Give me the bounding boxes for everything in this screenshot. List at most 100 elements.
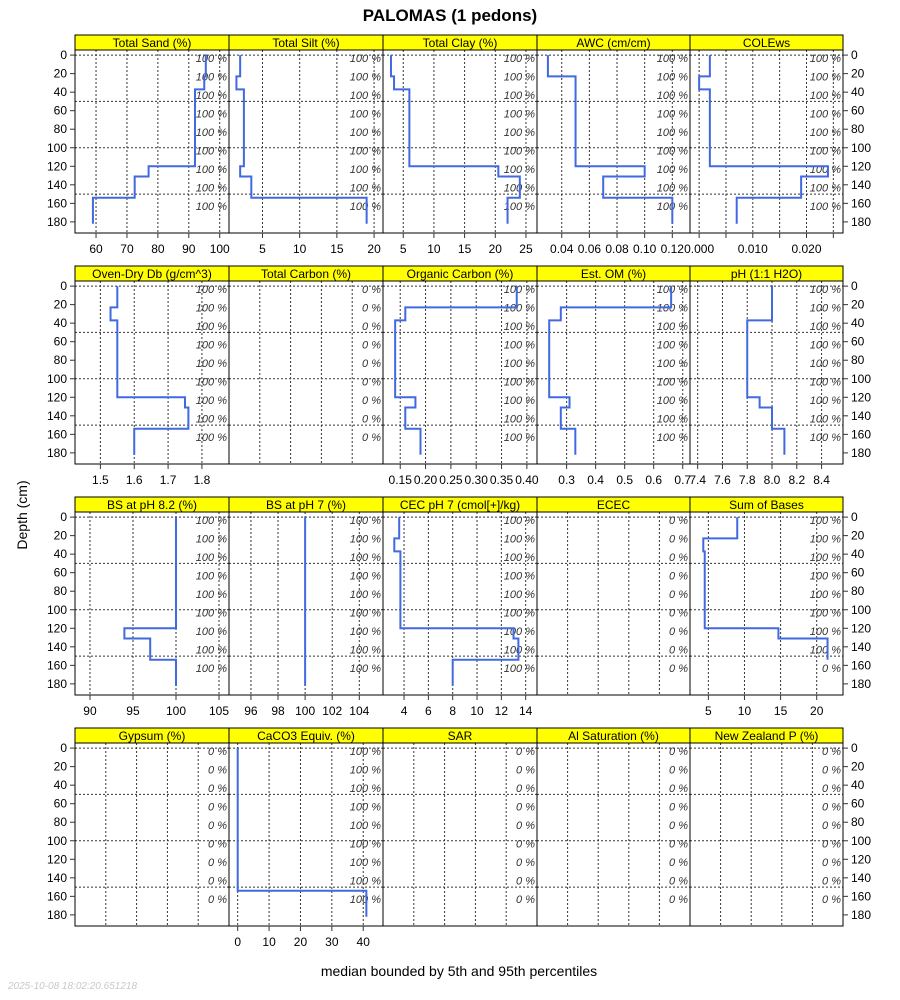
x-tick-label: 5 bbox=[400, 242, 407, 256]
completeness-label: 0 % bbox=[362, 395, 381, 407]
completeness-label: 100 % bbox=[657, 395, 688, 407]
x-tick-label: 20 bbox=[294, 935, 308, 949]
completeness-label: 100 % bbox=[810, 127, 841, 139]
completeness-label: 100 % bbox=[810, 608, 841, 620]
x-tick-label: 25 bbox=[519, 242, 533, 256]
panel-strip-label: CEC pH 7 (cmol[+]/kg) bbox=[400, 498, 520, 512]
x-tick-label: 104 bbox=[349, 704, 369, 718]
y-tick-label: 40 bbox=[851, 547, 865, 561]
y-tick-label: 160 bbox=[47, 658, 67, 672]
x-tick-label: 0.08 bbox=[605, 242, 629, 256]
completeness-label: 0 % bbox=[669, 894, 688, 906]
x-tick-label: 10 bbox=[262, 935, 276, 949]
completeness-label: 0 % bbox=[362, 414, 381, 426]
x-tick-label: 0.010 bbox=[738, 242, 768, 256]
x-tick-label: 10 bbox=[470, 704, 484, 718]
completeness-label: 100 % bbox=[504, 284, 535, 296]
completeness-label: 0 % bbox=[669, 589, 688, 601]
completeness-label: 100 % bbox=[504, 395, 535, 407]
y-tick-label: 60 bbox=[851, 797, 865, 811]
median-profile-line bbox=[548, 286, 673, 455]
completeness-label: 100 % bbox=[196, 552, 227, 564]
completeness-label: 100 % bbox=[810, 90, 841, 102]
completeness-label: 100 % bbox=[504, 71, 535, 83]
timestamp: 2025-10-08 18:02:20.651218 bbox=[7, 981, 137, 992]
completeness-label: 100 % bbox=[196, 164, 227, 176]
completeness-label: 0 % bbox=[822, 783, 841, 795]
completeness-label: 100 % bbox=[350, 164, 381, 176]
panel-3: AWC (cm/cm) 100 % 100 % 100 % 100 % 100 % 100 … bbox=[536, 34, 691, 256]
completeness-label: 100 % bbox=[196, 515, 227, 527]
panel-border bbox=[689, 280, 844, 465]
completeness-label: 100 % bbox=[196, 201, 227, 213]
completeness-label: 0 % bbox=[516, 764, 535, 776]
median-profile-line bbox=[546, 55, 674, 224]
completeness-label: 100 % bbox=[350, 127, 381, 139]
y-tick-label: 40 bbox=[54, 316, 68, 330]
x-tick-label: 5 bbox=[259, 242, 266, 256]
completeness-label: 0 % bbox=[362, 302, 381, 314]
completeness-label: 100 % bbox=[810, 201, 841, 213]
x-tick-label: 0.5 bbox=[616, 473, 633, 487]
completeness-label: 100 % bbox=[196, 284, 227, 296]
completeness-label: 100 % bbox=[810, 53, 841, 65]
median-profile-line bbox=[91, 55, 207, 224]
median-profile-line bbox=[109, 286, 190, 455]
y-tick-label: 0 bbox=[851, 48, 858, 62]
completeness-label: 100 % bbox=[196, 183, 227, 195]
median-profile-line bbox=[389, 55, 521, 224]
completeness-label: 0 % bbox=[669, 515, 688, 527]
completeness-label: 100 % bbox=[504, 645, 535, 657]
completeness-label: 100 % bbox=[657, 127, 688, 139]
y-tick-label: 120 bbox=[47, 852, 67, 866]
completeness-label: 100 % bbox=[657, 53, 688, 65]
x-tick-label: 8.2 bbox=[788, 473, 805, 487]
y-tick-label: 160 bbox=[851, 658, 871, 672]
completeness-label: 100 % bbox=[810, 552, 841, 564]
y-tick-label: 180 bbox=[47, 215, 67, 229]
completeness-label: 0 % bbox=[208, 839, 227, 851]
panel-border bbox=[536, 511, 691, 696]
completeness-label: 0 % bbox=[362, 432, 381, 444]
y-tick-label: 20 bbox=[851, 760, 865, 774]
completeness-label: 100 % bbox=[810, 339, 841, 351]
y-tick-label: 60 bbox=[54, 335, 68, 349]
completeness-label: 100 % bbox=[810, 570, 841, 582]
completeness-label: 100 % bbox=[350, 820, 381, 832]
completeness-label: 100 % bbox=[350, 201, 381, 213]
completeness-label: 100 % bbox=[196, 53, 227, 65]
y-tick-label: 180 bbox=[851, 446, 871, 460]
completeness-label: 100 % bbox=[196, 71, 227, 83]
completeness-label: 0 % bbox=[669, 645, 688, 657]
completeness-label: 0 % bbox=[669, 663, 688, 675]
panel-18: Al Saturation (%) 0 % 0 % 0 % 0 % 0 % 0 % 0 % 0 … bbox=[536, 727, 691, 927]
median-profile-line bbox=[393, 517, 520, 686]
completeness-label: 0 % bbox=[822, 801, 841, 813]
y-tick-label: 80 bbox=[851, 584, 865, 598]
panel-border bbox=[536, 742, 691, 927]
panel-strip-label: Gypsum (%) bbox=[119, 729, 186, 743]
x-tick-label: 40 bbox=[357, 935, 371, 949]
completeness-label: 100 % bbox=[504, 302, 535, 314]
y-tick-label: 140 bbox=[47, 871, 67, 885]
x-tick-label: 0.35 bbox=[490, 473, 514, 487]
completeness-label: 100 % bbox=[350, 801, 381, 813]
completeness-label: 100 % bbox=[810, 146, 841, 158]
panel-strip-label: ECEC bbox=[597, 498, 631, 512]
completeness-label: 100 % bbox=[350, 626, 381, 638]
x-tick-label: 12 bbox=[495, 704, 509, 718]
completeness-label: 100 % bbox=[657, 414, 688, 426]
x-tick-label: 14 bbox=[519, 704, 533, 718]
completeness-label: 0 % bbox=[208, 857, 227, 869]
x-tick-label: 0.30 bbox=[465, 473, 489, 487]
panel-9: pH (1:1 H2O) 100 % 100 % 100 % 100 % 100 % 100… bbox=[689, 265, 871, 487]
panel-border bbox=[689, 511, 844, 696]
y-tick-label: 60 bbox=[54, 797, 68, 811]
completeness-label: 100 % bbox=[350, 608, 381, 620]
x-tick-label: 10 bbox=[738, 704, 752, 718]
completeness-label: 0 % bbox=[822, 746, 841, 758]
completeness-label: 100 % bbox=[504, 377, 535, 389]
y-tick-label: 60 bbox=[54, 566, 68, 580]
completeness-label: 100 % bbox=[810, 395, 841, 407]
